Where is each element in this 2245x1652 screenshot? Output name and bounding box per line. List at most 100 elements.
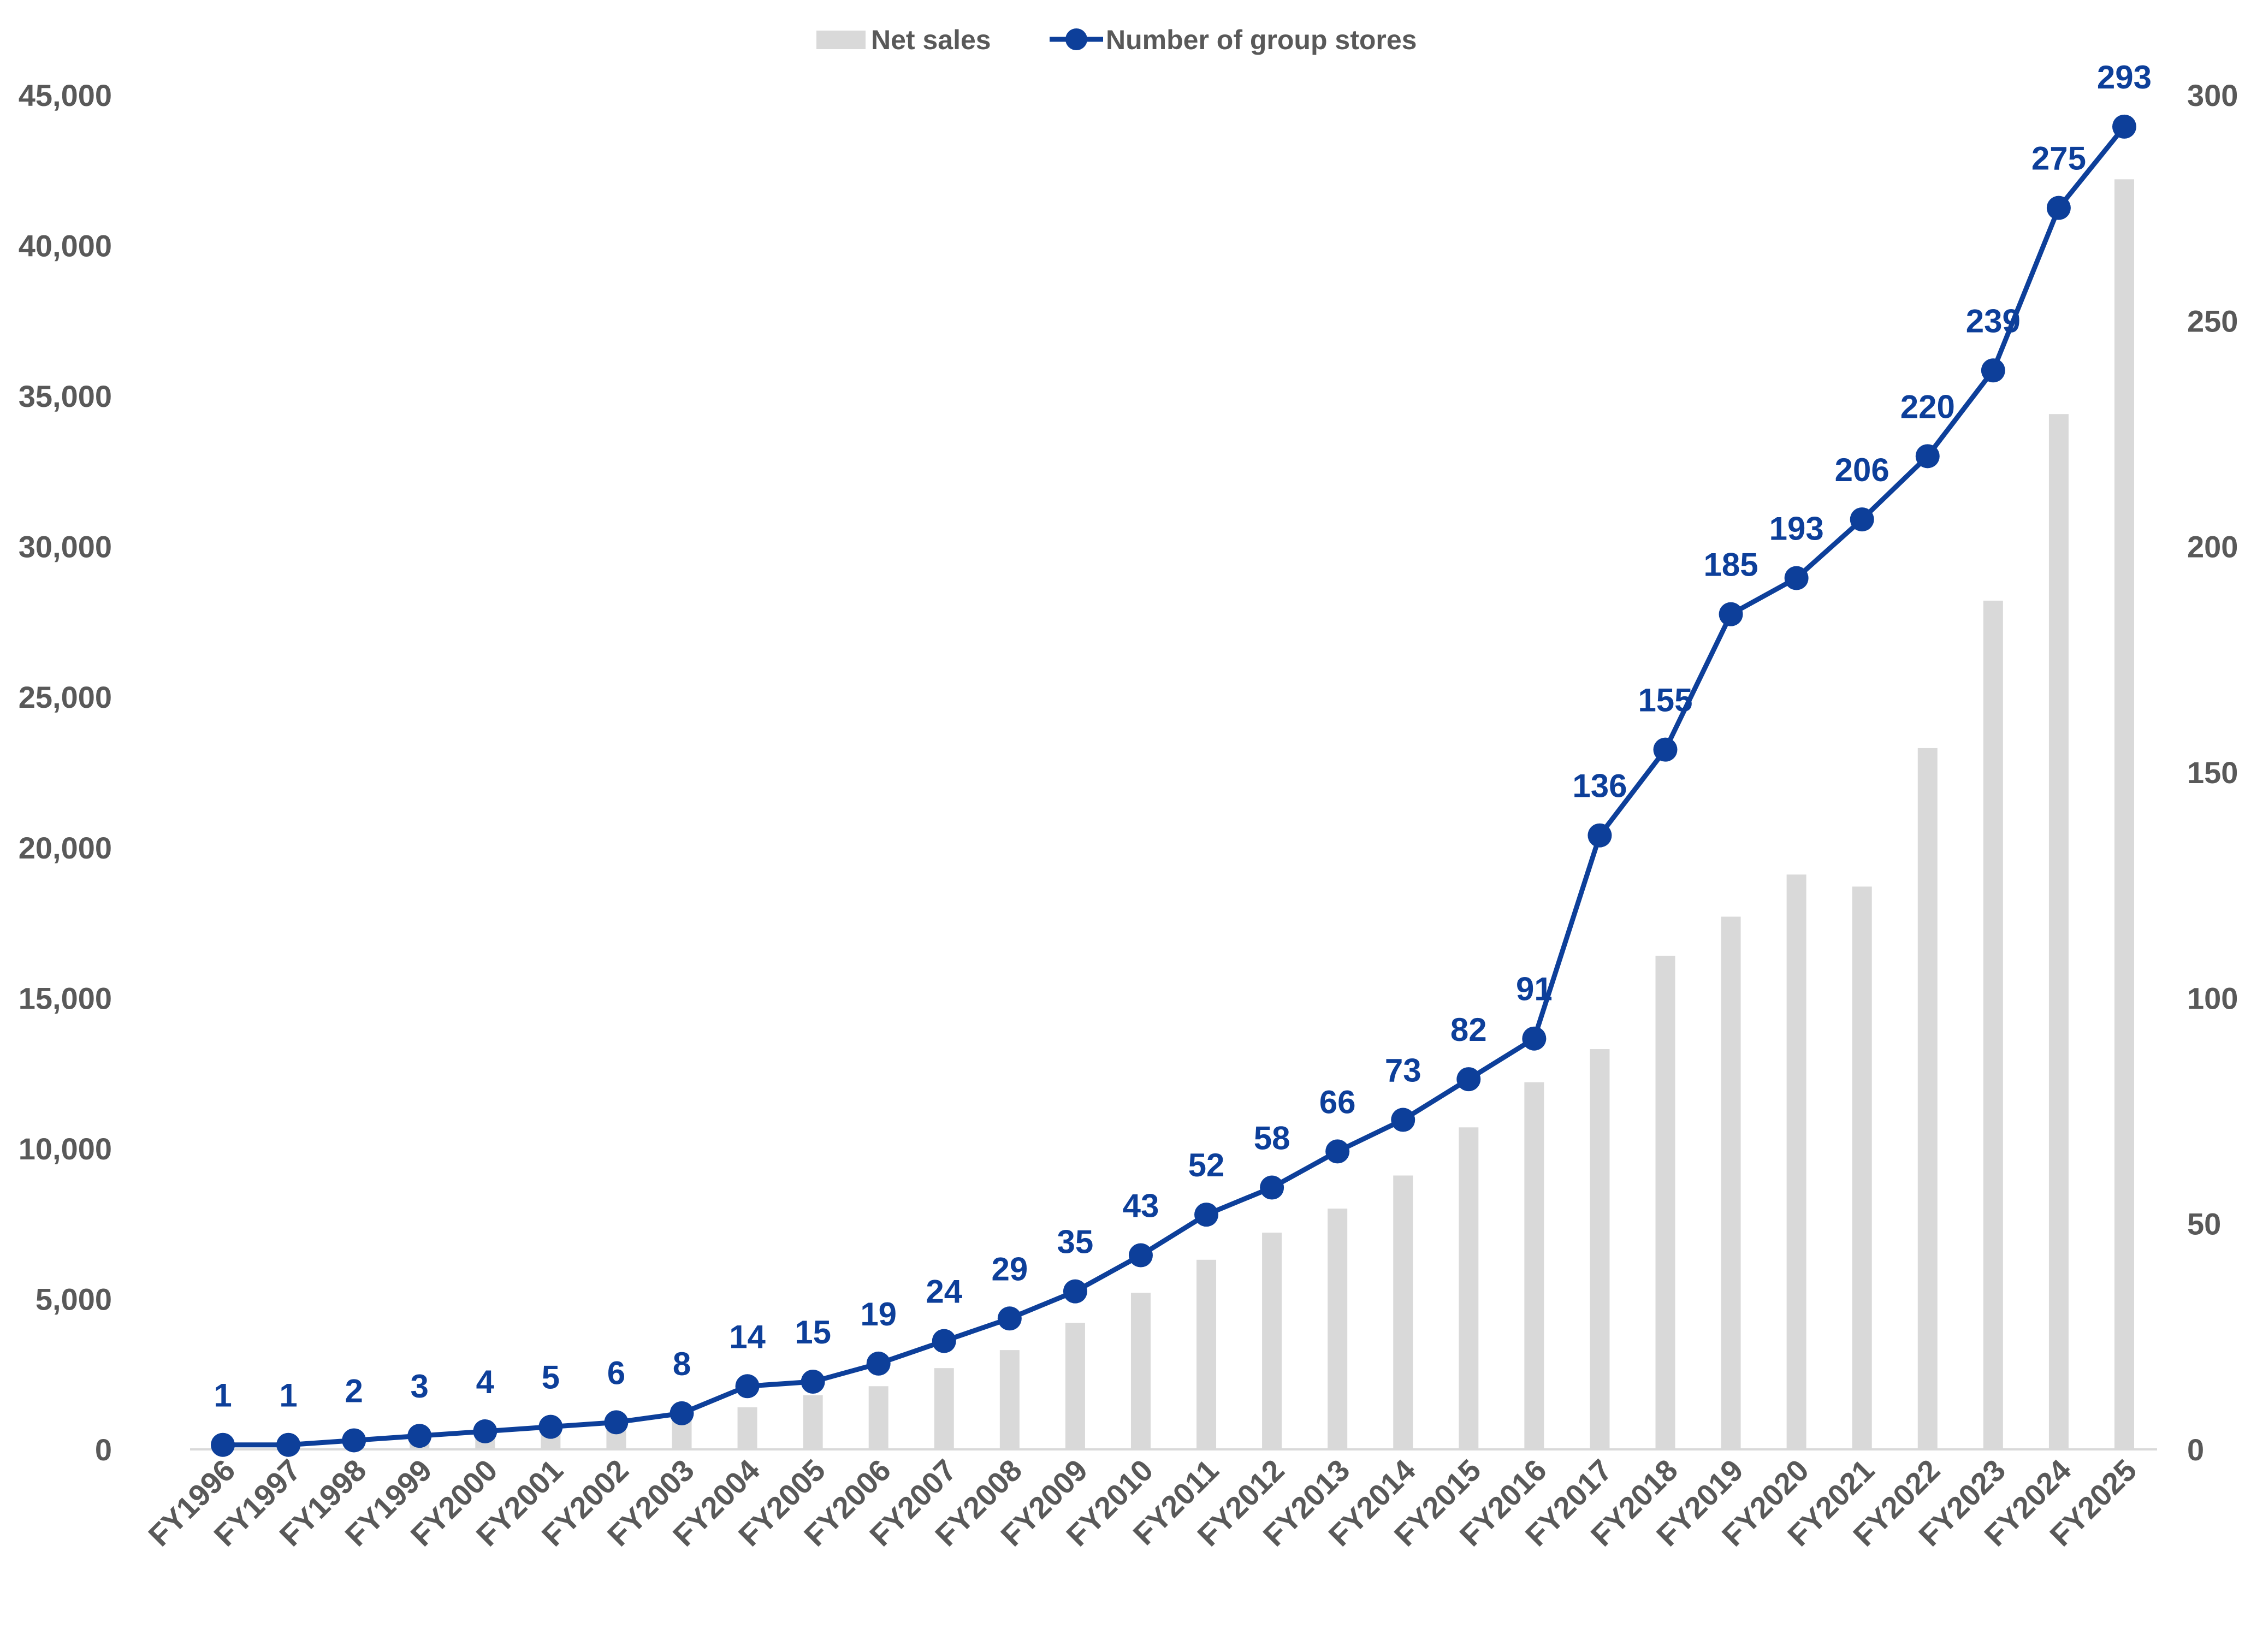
y-right-tick-label: 250 (2187, 304, 2238, 338)
stores-point (735, 1374, 760, 1399)
stores-data-label: 35 (1057, 1224, 1094, 1260)
stores-point (1456, 1067, 1481, 1092)
stores-data-label: 1 (279, 1377, 297, 1414)
y-right-tick-label: 300 (2187, 78, 2238, 112)
stores-point (2046, 196, 2071, 220)
stores-point (1653, 737, 1678, 762)
stores-data-label: 29 (991, 1251, 1028, 1287)
net-sales-bar (1983, 600, 2003, 1449)
y-left-tick-label: 5,000 (35, 1282, 112, 1316)
net-sales-bar (1655, 956, 1675, 1449)
legend-stores-label: Number of group stores (1106, 25, 1417, 55)
stores-data-label: 15 (795, 1314, 831, 1351)
legend-net-sales-swatch (816, 31, 866, 49)
y-left-tick-label: 45,000 (19, 78, 112, 112)
stores-point (1260, 1175, 1284, 1200)
net-sales-bar (1393, 1175, 1413, 1449)
net-sales-bar (2048, 414, 2069, 1450)
net-sales-bar (2114, 179, 2134, 1450)
stores-data-label: 155 (1638, 682, 1692, 719)
y-left-tick-label: 35,000 (19, 379, 112, 413)
stores-series-line (220, 124, 2127, 1448)
stores-data-label: 24 (926, 1274, 962, 1310)
y-left-tick-label: 0 (95, 1432, 112, 1467)
net-sales-bar (1721, 916, 1741, 1449)
stores-data-label: 5 (542, 1359, 560, 1396)
stores-point (538, 1414, 563, 1439)
stores-point (1850, 507, 1874, 532)
stores-data-label: 220 (1900, 388, 1955, 425)
stores-data-label: 73 (1385, 1052, 1421, 1089)
stores-line (211, 114, 2136, 1457)
stores-data-label: 3 (411, 1368, 429, 1405)
net-sales-bar (1130, 1293, 1151, 1449)
stores-point (2112, 114, 2136, 139)
stores-data-label: 8 (673, 1346, 691, 1382)
net-sales-bar (1786, 874, 1806, 1449)
stores-data-label: 66 (1319, 1083, 1356, 1120)
stores-data-label: 275 (2031, 140, 2086, 177)
legend-stores-marker (1065, 28, 1087, 50)
stores-data-label: 82 (1450, 1011, 1487, 1048)
net-sales-bar (868, 1386, 888, 1449)
stores-data-label: 136 (1572, 768, 1627, 804)
stores-point (276, 1432, 301, 1457)
stores-point (1391, 1108, 1415, 1132)
y-right-tick-label: 0 (2187, 1432, 2204, 1467)
y-left-tick-label: 25,000 (19, 680, 112, 714)
stores-data-label: 193 (1769, 511, 1824, 547)
stores-data-label: 2 (345, 1372, 363, 1409)
stores-point (997, 1306, 1022, 1331)
net-sales-bar (1524, 1082, 1544, 1449)
net-sales-bar (999, 1350, 1020, 1449)
stores-data-label: 91 (1516, 971, 1553, 1008)
stores-data-label: 239 (1966, 303, 2021, 339)
stores-data-label: 1 (214, 1377, 232, 1414)
stores-point (1719, 602, 1743, 626)
data-labels: 1 1 2 3 4 5 6 8 14 15 19 24 29 35 43 52 58 66 73 82 91 136 155… (214, 59, 2152, 1414)
y-right-tick-label: 200 (2187, 530, 2238, 564)
stores-point (473, 1419, 497, 1443)
y-left-tick-label: 10,000 (19, 1132, 112, 1166)
stores-point (1588, 823, 1612, 848)
y-left-tick-label: 40,000 (19, 229, 112, 263)
stores-point (1784, 566, 1809, 590)
stores-point (407, 1424, 432, 1448)
net-sales-bar (934, 1368, 954, 1449)
y-left-tick-label: 20,000 (19, 831, 112, 865)
y-right-tick-label: 50 (2187, 1207, 2221, 1241)
stores-point (604, 1410, 629, 1435)
stores-point (1981, 358, 2005, 383)
y-left-tick-label: 15,000 (19, 981, 112, 1015)
net-sales-bar (1262, 1233, 1282, 1449)
stores-point (866, 1351, 891, 1376)
axes: 0 5,000 10,000 15,000 20,000 25,000 30,000 35,0… (19, 78, 2238, 1553)
stores-point (342, 1428, 366, 1453)
stores-data-label: 14 (729, 1318, 766, 1355)
stores-point (1522, 1026, 1547, 1051)
stores-point (670, 1401, 694, 1425)
stores-point (1915, 444, 1940, 469)
stores-point (1063, 1279, 1087, 1304)
net-sales-bar (803, 1395, 823, 1449)
legend-net-sales-label: Net sales (871, 25, 991, 55)
net-sales-bar (1196, 1259, 1217, 1449)
stores-data-label: 52 (1188, 1147, 1225, 1183)
y-right-tick-label: 100 (2187, 981, 2238, 1015)
net-sales-bar (1459, 1127, 1479, 1449)
stores-data-label: 19 (860, 1296, 897, 1333)
stores-data-label: 6 (607, 1354, 625, 1391)
stores-data-label: 206 (1835, 452, 1889, 488)
stores-data-label: 43 (1123, 1188, 1159, 1224)
stores-data-label: 293 (2097, 59, 2152, 96)
stores-point (932, 1329, 956, 1353)
net-sales-bar (1065, 1323, 1085, 1449)
net-sales-bar (1852, 886, 1872, 1449)
net-sales-bar (1590, 1049, 1610, 1449)
stores-point (1194, 1203, 1219, 1227)
net-sales-bar (737, 1407, 757, 1449)
stores-point (211, 1432, 235, 1457)
stores-data-label: 4 (476, 1364, 495, 1400)
